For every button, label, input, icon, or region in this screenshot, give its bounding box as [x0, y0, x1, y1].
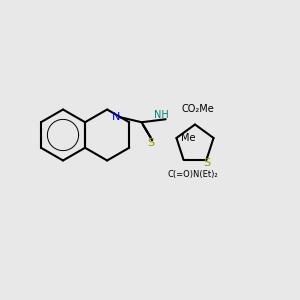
Text: Me: Me [181, 133, 196, 143]
Text: CO₂Me: CO₂Me [182, 104, 214, 115]
Text: C(=O)N(Et)₂: C(=O)N(Et)₂ [167, 170, 218, 179]
Text: N: N [112, 112, 120, 122]
Text: S: S [203, 158, 210, 168]
Text: S: S [147, 138, 154, 148]
Text: NH: NH [154, 110, 169, 120]
